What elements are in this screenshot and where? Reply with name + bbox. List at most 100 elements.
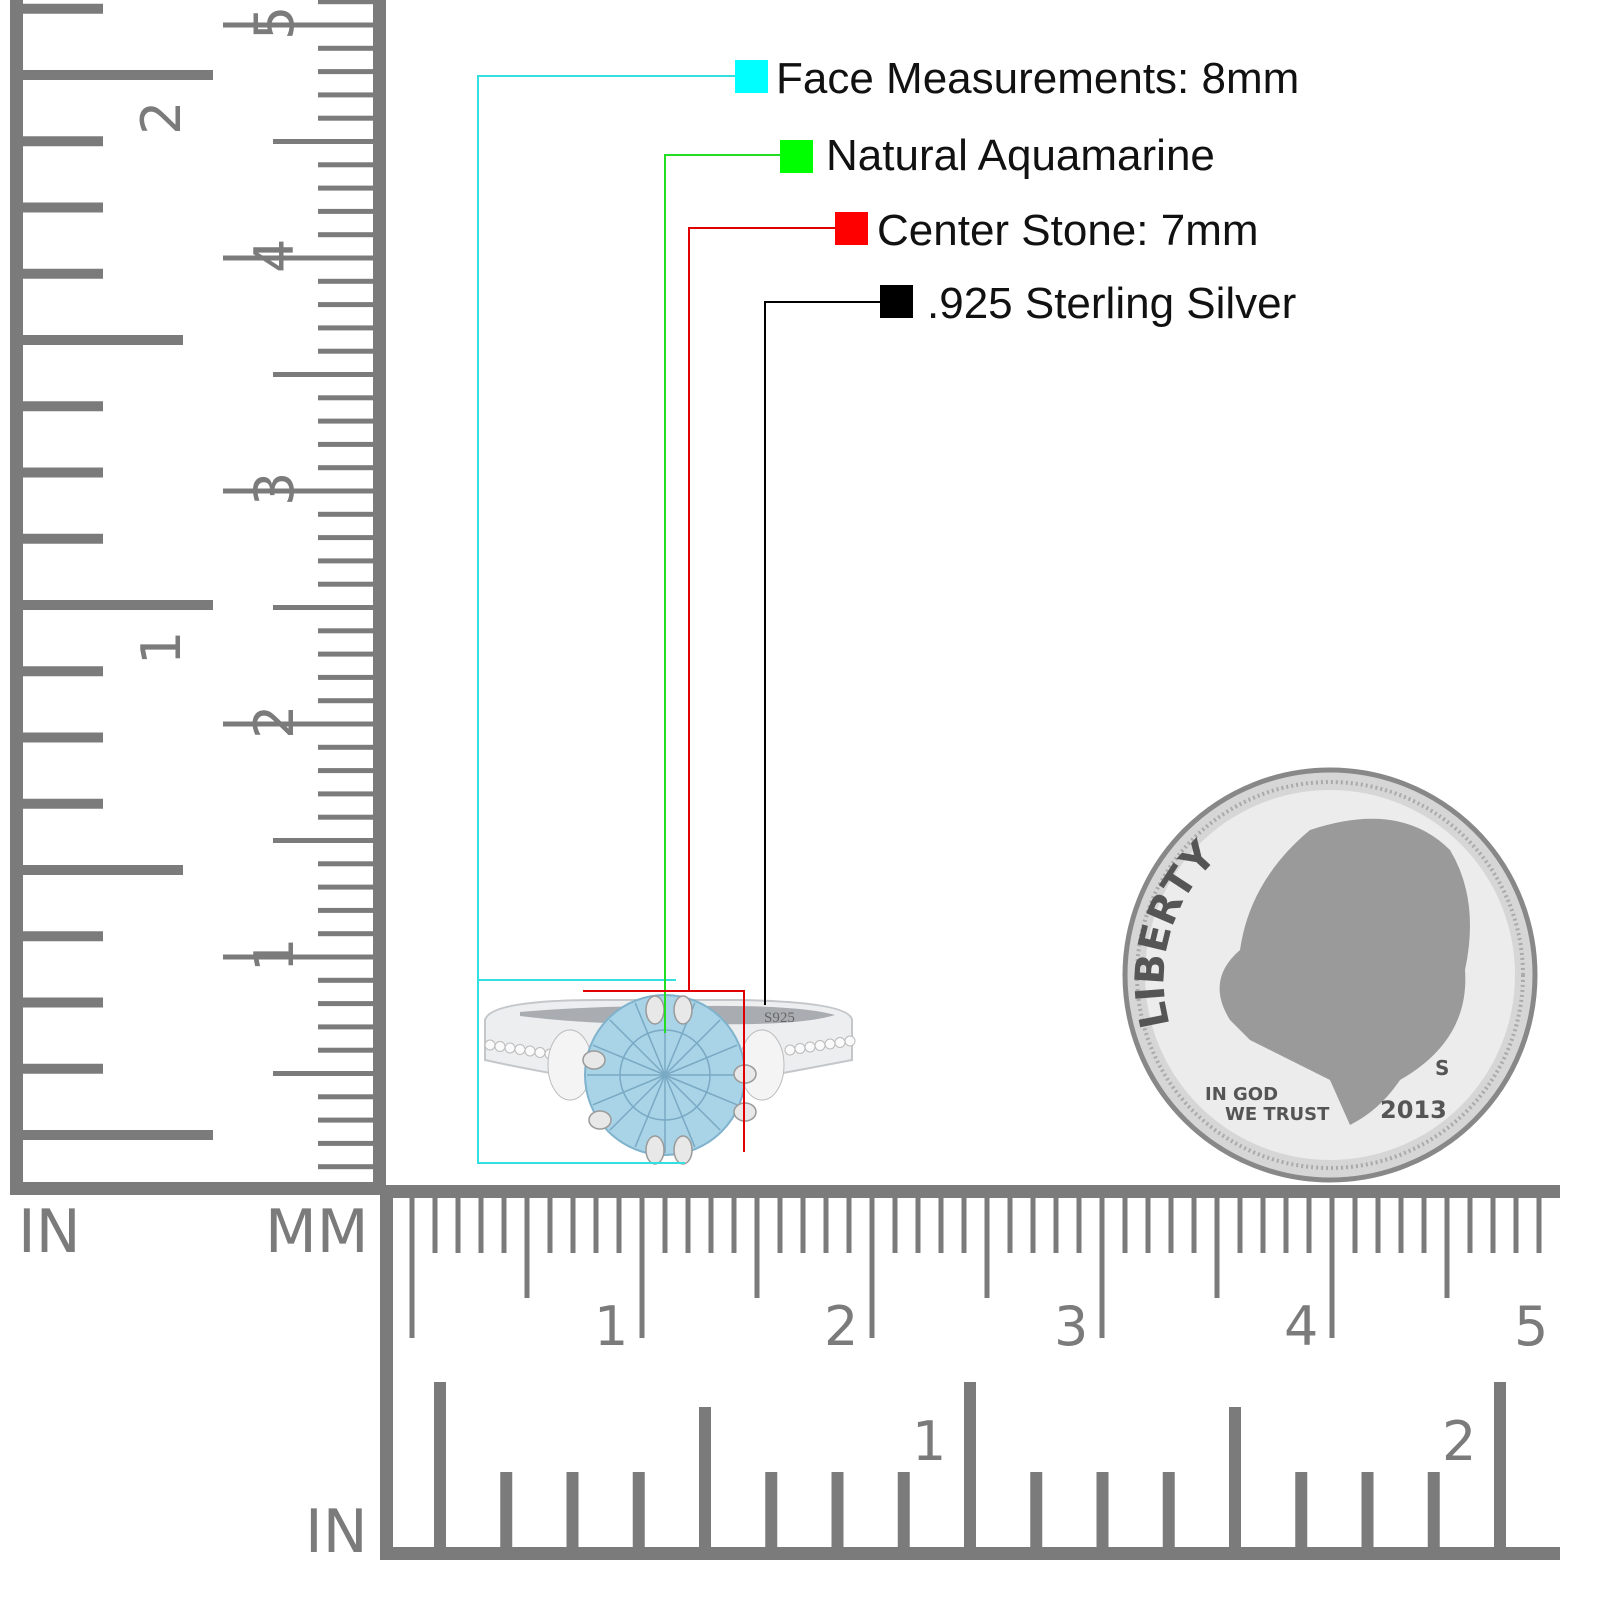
left-mm-tick	[223, 22, 373, 28]
bottom-inch-tick	[1229, 1407, 1241, 1547]
bottom-mm-tick	[1214, 1198, 1220, 1298]
bottom-mm-number: 4	[1284, 1295, 1318, 1358]
pave-stone	[494, 1041, 506, 1052]
prongs	[582, 995, 757, 1165]
left-mm-tick	[318, 558, 373, 564]
left-inch-tick	[23, 1063, 103, 1074]
bottom-inch-tick	[765, 1472, 778, 1547]
left-mm-tick	[318, 418, 373, 424]
left-inch-tick	[23, 798, 103, 809]
bottom-mm-tick	[1513, 1198, 1519, 1253]
bottom-inch-tick	[1361, 1472, 1374, 1547]
callout-center-stone: Center Stone: 7mm	[583, 206, 1259, 1152]
bottom-mm-tick	[547, 1198, 553, 1253]
left-inch-tick	[23, 1130, 213, 1140]
bottom-ruler-bottom-edge	[380, 1547, 1560, 1560]
left-inch-tick	[23, 467, 103, 478]
cyan-swatch	[735, 60, 768, 93]
left-mm-tick	[318, 651, 373, 657]
bottom-mm-tick	[570, 1198, 576, 1253]
callout-face-measurements: Face Measurements: 8mm	[477, 54, 1299, 1164]
left-inch-tick	[23, 202, 103, 213]
left-ruler-bottom-edge	[10, 1182, 386, 1195]
left-inch-tick	[23, 600, 213, 610]
bottom-inch-tick	[1096, 1472, 1109, 1547]
bottom-mm-tick	[432, 1198, 438, 1253]
left-inch-tick	[23, 401, 103, 412]
bottom-inch-tick	[434, 1382, 446, 1547]
facet-line	[664, 1019, 721, 1076]
bottom-mm-tick	[1329, 1198, 1335, 1338]
bottom-inch-unit: IN	[305, 1497, 368, 1567]
stone-facets	[587, 997, 743, 1153]
bottom-mm-tick	[685, 1198, 691, 1253]
dime-coin: LIBERTY IN GOD WE TRUST 2013 S	[1122, 767, 1538, 1183]
bottom-inch-tick	[964, 1382, 976, 1547]
pave-stone	[784, 1044, 796, 1056]
left-ruler-edge	[10, 0, 23, 1195]
left-mm-tick	[273, 838, 373, 843]
bottom-mm-tick	[409, 1198, 415, 1338]
bottom-inch-tick	[897, 1472, 910, 1547]
left-mm-tick	[318, 698, 373, 704]
left-mm-tick	[318, 0, 373, 5]
pave-stone	[834, 1037, 846, 1048]
bottom-mm-tick	[846, 1198, 852, 1253]
ring-stamp: S925	[764, 1010, 795, 1026]
left-mm-tick	[318, 511, 373, 517]
left-mm-tick	[318, 162, 373, 168]
left-mm-tick	[223, 954, 373, 960]
bottom-mm-tick	[1283, 1198, 1289, 1253]
left-inch-tick	[23, 335, 183, 345]
bottom-mm-tick	[777, 1198, 783, 1253]
left-mm-tick	[318, 861, 373, 867]
pave-stone	[504, 1042, 516, 1054]
left-mm-tick	[223, 721, 373, 727]
left-mm-tick	[318, 69, 373, 75]
left-mm-tick	[318, 768, 373, 774]
left-mm-tick	[318, 278, 373, 284]
left-mm-tick	[318, 581, 373, 587]
bottom-ruler-top-edge	[380, 1185, 1560, 1198]
bottom-ruler-left-edge	[380, 1185, 393, 1560]
left-mm-tick	[223, 488, 373, 494]
left-mm-tick	[318, 45, 373, 51]
bottom-mm-tick	[1053, 1198, 1059, 1253]
bottom-mm-tick	[1122, 1198, 1128, 1253]
left-mm-tick	[318, 465, 373, 471]
left-mm-tick	[223, 255, 373, 261]
bottom-mm-tick	[1421, 1198, 1427, 1253]
left-mm-tick	[318, 674, 373, 680]
facet-line	[664, 1074, 721, 1131]
left-ruler: 1 2 3 4 5 1 2	[10, 0, 386, 1195]
left-mm-unit: MM	[265, 1197, 369, 1267]
bottom-mm-tick	[1352, 1198, 1358, 1253]
bottom-mm-tick	[984, 1198, 990, 1298]
bottom-inch-tick	[500, 1472, 513, 1547]
bottom-mm-tick	[616, 1198, 622, 1253]
bottom-mm-tick	[1467, 1198, 1473, 1253]
bottom-mm-tick	[731, 1198, 737, 1253]
bottom-mm-tick	[1076, 1198, 1082, 1253]
left-inch-tick	[23, 997, 103, 1008]
coin-portrait	[1219, 818, 1470, 1125]
bottom-mm-tick	[1444, 1198, 1450, 1298]
left-mm-number: 4	[243, 239, 306, 273]
bottom-mm-tick	[455, 1198, 461, 1253]
left-mm-tick	[318, 1094, 373, 1100]
left-mm-number: 3	[243, 472, 306, 506]
left-inch-tick	[23, 3, 103, 14]
left-mm-tick	[318, 1047, 373, 1053]
bottom-mm-number: 3	[1054, 1295, 1088, 1358]
left-mm-number: 2	[243, 705, 306, 739]
left-inch-tick	[23, 136, 103, 147]
left-mm-tick	[318, 1001, 373, 1007]
bottom-mm-tick	[1168, 1198, 1174, 1253]
left-ruler-spine	[373, 0, 386, 1195]
bottom-mm-number: 2	[824, 1295, 858, 1358]
left-mm-tick	[318, 907, 373, 913]
callout-label-metal: .925 Sterling Silver	[927, 279, 1296, 328]
ring: S925	[484, 994, 856, 1165]
bottom-mm-number: 5	[1514, 1295, 1548, 1358]
